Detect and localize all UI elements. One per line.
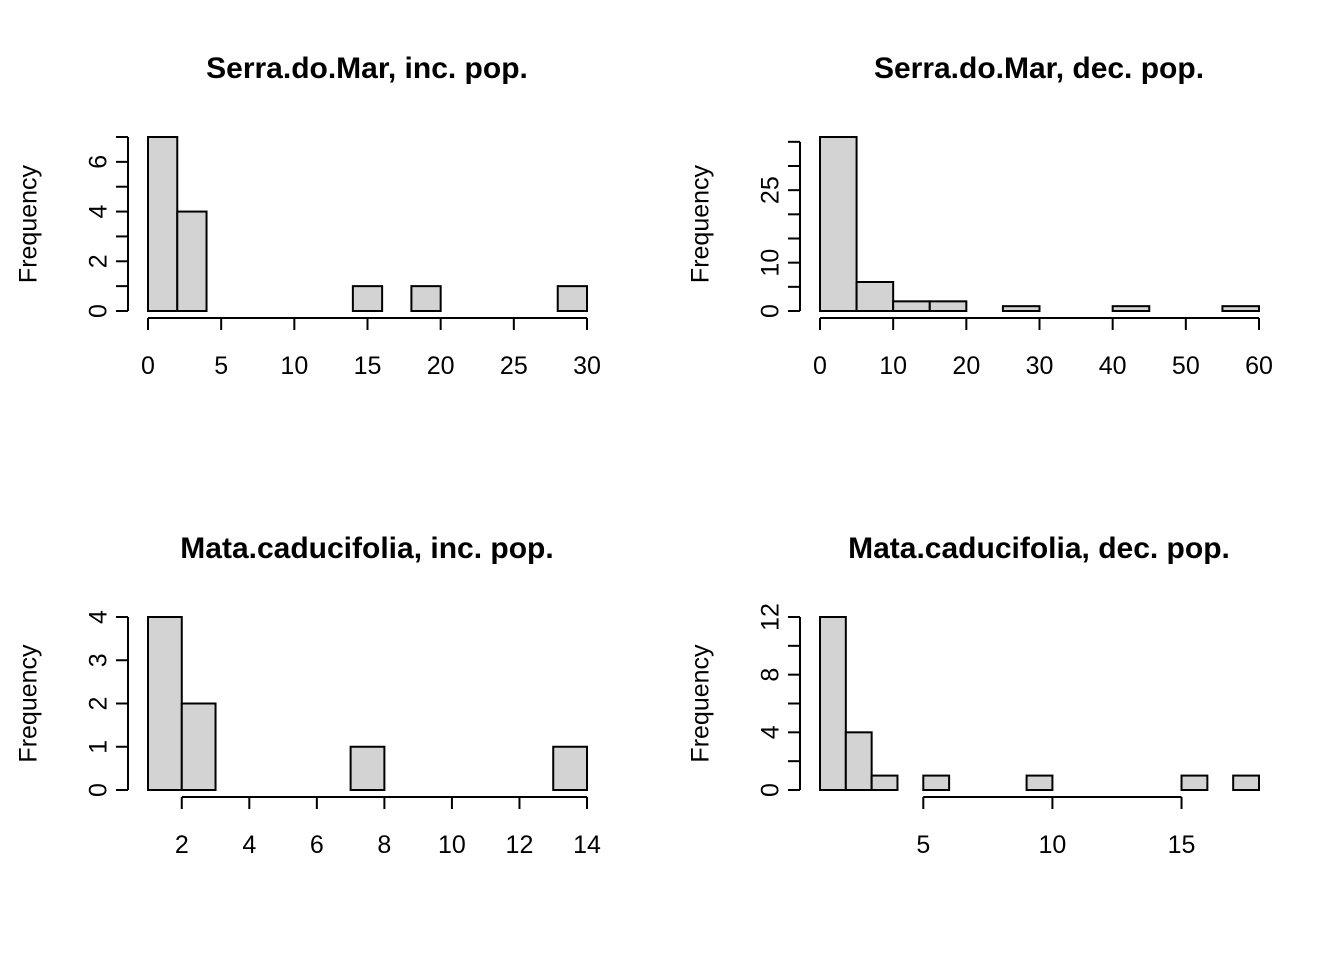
histogram-bar: [552, 745, 589, 791]
y-tick-label: 4: [85, 610, 113, 624]
y-axis-label: Frequency: [687, 644, 715, 763]
histogram-bar: [1025, 774, 1054, 791]
x-tick-label: 6: [310, 831, 324, 859]
y-axis-label: Frequency: [15, 644, 43, 763]
histogram-bar: [892, 300, 931, 313]
histogram-bar: [819, 136, 858, 312]
y-tick-label: 4: [85, 205, 113, 219]
x-tick-label: 0: [141, 352, 155, 380]
histogram-bar: [870, 774, 899, 791]
x-tick-label: 10: [280, 352, 308, 380]
histogram-bar: [351, 285, 384, 312]
histogram-bar: [1232, 774, 1261, 791]
x-tick-label: 30: [1026, 352, 1054, 380]
x-tick-label: 5: [916, 831, 930, 859]
y-tick-label: 4: [757, 725, 785, 739]
x-tick-label: 20: [952, 352, 980, 380]
y-tick-label: 0: [85, 304, 113, 318]
y-tick-label: 0: [757, 783, 785, 797]
histogram-bar: [922, 774, 951, 791]
x-tick-label: 10: [438, 831, 466, 859]
y-tick-label: 10: [757, 249, 785, 277]
x-tick-label: 15: [354, 352, 382, 380]
histogram-bar: [349, 745, 386, 791]
panel-title: Serra.do.Mar, dec. pop.: [874, 52, 1204, 85]
y-tick-label: 3: [85, 653, 113, 667]
x-tick-label: 14: [573, 831, 601, 859]
y-tick-label: 6: [85, 155, 113, 169]
histogram-bar: [844, 731, 873, 791]
y-tick-label: 0: [85, 783, 113, 797]
histogram-panel-3: Mata.caducifolia, inc. pop. Frequency 2 4 6 8…: [15, 532, 601, 859]
histogram-bar: [176, 210, 208, 312]
histogram-panel-4: Mata.caducifolia, dec. pop. Frequency 5 10 1…: [687, 532, 1261, 859]
x-tick-label: 60: [1245, 352, 1273, 380]
y-tick-label: 25: [757, 176, 785, 204]
x-tick-label: 15: [1168, 831, 1196, 859]
histogram-bar: [1111, 305, 1151, 312]
histogram-bar: [928, 300, 968, 313]
x-tick-label: 5: [214, 352, 228, 380]
histogram-bar: [819, 616, 847, 791]
histogram-panel-2: Serra.do.Mar, dec. pop. Frequency 0 10 20 30 4…: [687, 52, 1273, 380]
x-tick-label: 10: [1039, 831, 1067, 859]
histogram-bar: [410, 285, 442, 312]
histogram-bar: [556, 285, 589, 312]
x-tick-label: 8: [377, 831, 391, 859]
histogram-bar: [147, 136, 179, 312]
x-tick-label: 4: [242, 831, 256, 859]
x-tick-label: 2: [175, 831, 189, 859]
y-tick-label: 2: [85, 254, 113, 268]
panel-title: Mata.caducifolia, inc. pop.: [180, 532, 553, 565]
y-tick-label: 1: [85, 740, 113, 754]
x-tick-label: 12: [506, 831, 534, 859]
histogram-bar: [1180, 774, 1209, 791]
x-tick-label: 20: [427, 352, 455, 380]
histogram-bar: [1221, 305, 1260, 312]
histogram-bar: [147, 616, 183, 791]
y-tick-label: 0: [757, 304, 785, 318]
histogram-bar: [1001, 305, 1041, 312]
x-tick-label: 30: [573, 352, 601, 380]
histogram-bar: [855, 281, 895, 312]
y-axis-label: Frequency: [687, 164, 715, 283]
y-tick-label: 12: [757, 603, 785, 631]
x-tick-label: 25: [500, 352, 528, 380]
x-tick-label: 10: [879, 352, 907, 380]
x-tick-label: 40: [1099, 352, 1127, 380]
y-tick-label: 2: [85, 697, 113, 711]
x-tick-label: 0: [813, 352, 827, 380]
y-axis-label: Frequency: [15, 164, 43, 283]
x-tick-label: 50: [1172, 352, 1200, 380]
panel-title: Serra.do.Mar, inc. pop.: [206, 52, 528, 85]
y-tick-label: 8: [757, 668, 785, 682]
histogram-bar: [180, 702, 217, 791]
panel-title: Mata.caducifolia, dec. pop.: [848, 532, 1230, 565]
